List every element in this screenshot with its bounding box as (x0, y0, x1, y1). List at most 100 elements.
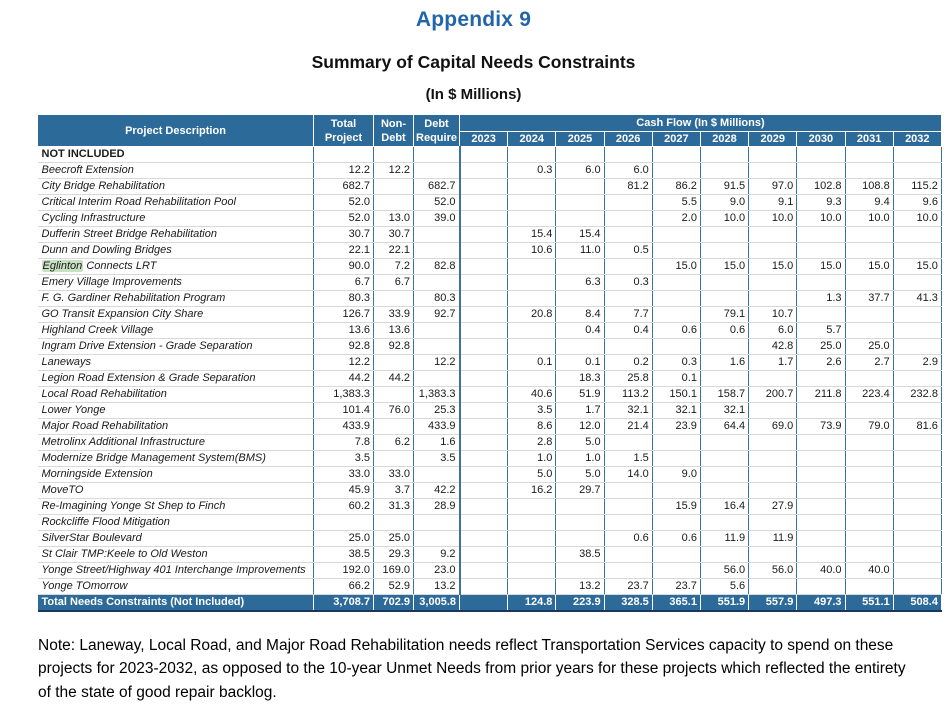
cashflow-2027-cell (652, 482, 701, 499)
cashflow-2028-cell (700, 338, 750, 355)
cashflow-2027-cell: 9.0 (652, 466, 701, 483)
cashflow-2027-cell (652, 242, 701, 259)
project-name-cell: Yonge Street/Highway 401 Interchange Imp… (37, 562, 314, 579)
table-row: Legion Road Extension & Grade Separation… (37, 370, 942, 387)
cashflow-2023-cell (459, 562, 509, 579)
cashflow-2028-cell (700, 466, 750, 483)
cashflow-2026-cell (604, 562, 653, 579)
cashflow-2028-cell: 158.7 (700, 386, 750, 403)
column-header-year-2029: 2029 (748, 131, 798, 147)
cashflow-2028-cell: 551.9 (700, 594, 750, 612)
cashflow-2023-cell (459, 146, 509, 163)
debt-require-cell: 39.0 (413, 210, 461, 227)
debt-require-cell (413, 530, 461, 547)
footnote: Note: Laneway, Local Road, and Major Roa… (38, 637, 906, 701)
cashflow-2031-cell: 108.8 (845, 178, 894, 195)
table-row: Highland Creek Village 13.6 13.6 0.4 0.4 0.6 0… (37, 322, 942, 339)
cashflow-2024-cell (507, 578, 557, 595)
cashflow-2029-cell: 15.0 (748, 258, 798, 275)
total-project-cell: 44.2 (313, 370, 374, 387)
cashflow-2025-cell: 5.0 (555, 466, 605, 483)
cashflow-2027-cell (652, 226, 701, 243)
non-debt-cell (373, 290, 414, 307)
cashflow-2026-cell: 81.2 (604, 178, 653, 195)
cashflow-2028-cell: 79.1 (700, 306, 750, 323)
cashflow-2032-cell (893, 242, 942, 259)
total-project-cell: 12.2 (313, 162, 374, 179)
cashflow-2032-cell (893, 578, 942, 595)
table-row: Beecroft Extension 12.2 12.2 0.3 6.0 6.0 (37, 162, 942, 179)
cashflow-2030-cell (796, 226, 846, 243)
project-name-cell: MoveTO (37, 482, 314, 499)
cashflow-2032-cell (893, 370, 942, 387)
cashflow-2030-cell: 15.0 (796, 258, 846, 275)
debt-require-cell (413, 146, 461, 163)
table-row: Dunn and Dowling Bridges 22.1 22.1 10.6 11.0… (37, 242, 942, 259)
cashflow-2031-cell (845, 450, 894, 467)
appendix-title: Appendix 9 (415, 8, 532, 31)
cashflow-2028-cell: 64.4 (700, 418, 750, 435)
cashflow-2031-cell (845, 242, 894, 259)
cashflow-2032-cell: 508.4 (893, 594, 942, 612)
non-debt-cell (373, 194, 414, 211)
project-name-cell: Modernize Bridge Management System(BMS) (37, 450, 314, 467)
cashflow-2029-cell (748, 434, 798, 451)
total-project-cell: 12.2 (313, 354, 374, 371)
cashflow-2029-cell (748, 466, 798, 483)
total-project-cell: 101.4 (313, 402, 374, 419)
table-row: Rockcliffe Flood Mitigation (37, 514, 942, 531)
cashflow-2025-cell (555, 290, 605, 307)
cashflow-2026-cell: 1.5 (604, 450, 653, 467)
cashflow-2030-cell: 102.8 (796, 178, 846, 195)
cashflow-2029-cell: 69.0 (748, 418, 798, 435)
non-debt-cell (373, 354, 414, 371)
total-project-cell: 6.7 (313, 274, 374, 291)
cashflow-2029-cell (748, 146, 798, 163)
total-project-cell (313, 514, 374, 531)
cashflow-2027-cell: 150.1 (652, 386, 701, 403)
cashflow-2030-cell: 497.3 (796, 594, 846, 612)
project-name-cell: Local Road Rehabilitation (37, 386, 314, 403)
cashflow-2024-cell: 5.0 (507, 466, 557, 483)
cashflow-2031-cell (845, 546, 894, 563)
cashflow-2028-cell (700, 370, 750, 387)
cashflow-2024-cell (507, 514, 557, 531)
cashflow-2030-cell (796, 402, 846, 419)
cashflow-2027-cell (652, 306, 701, 323)
cashflow-2025-cell (555, 530, 605, 547)
cashflow-2032-cell: 115.2 (893, 178, 942, 195)
cashflow-2029-cell: 557.9 (748, 594, 798, 612)
cashflow-2024-cell: 0.1 (507, 354, 557, 371)
cashflow-2023-cell (459, 370, 509, 387)
debt-require-cell: 3,005.8 (413, 594, 460, 612)
non-debt-cell: 30.7 (373, 226, 414, 243)
project-name-cell: Yonge TOmorrow (37, 578, 314, 595)
cashflow-2027-cell (652, 514, 701, 531)
cashflow-2029-cell: 27.9 (748, 498, 798, 515)
cashflow-2023-cell (459, 274, 509, 291)
cashflow-2028-cell (700, 482, 750, 499)
cashflow-2023-cell (459, 290, 509, 307)
table-row: Morningside Extension 33.0 33.0 5.0 5.0 14.0 9… (37, 466, 942, 483)
total-project-cell: 30.7 (313, 226, 374, 243)
cashflow-2025-cell (555, 562, 605, 579)
debt-require-cell (413, 274, 461, 291)
cashflow-2025-cell (555, 194, 605, 211)
table-row: St Clair TMP:Keele to Old Weston 38.5 29.3… (37, 546, 942, 563)
cashflow-2032-cell (893, 450, 942, 467)
cashflow-2025-cell (555, 146, 605, 163)
cashflow-2030-cell: 1.3 (796, 290, 846, 307)
cashflow-2032-cell: 9.6 (893, 194, 942, 211)
cashflow-2026-cell (604, 514, 653, 531)
cashflow-2028-cell: 10.0 (700, 210, 750, 227)
cashflow-2029-cell: 9.1 (748, 194, 798, 211)
cashflow-2029-cell (748, 482, 798, 499)
cashflow-2027-cell (652, 450, 701, 467)
column-header-year-2028: 2028 (699, 131, 750, 147)
cashflow-2029-cell: 10.0 (748, 210, 798, 227)
table-row: Modernize Bridge Management System(BMS) 3… (37, 450, 942, 467)
cashflow-2031-cell (845, 530, 894, 547)
non-debt-cell: 12.2 (373, 162, 414, 179)
search-highlight: Eglinton (41, 260, 84, 272)
total-project-cell: 25.0 (313, 530, 374, 547)
